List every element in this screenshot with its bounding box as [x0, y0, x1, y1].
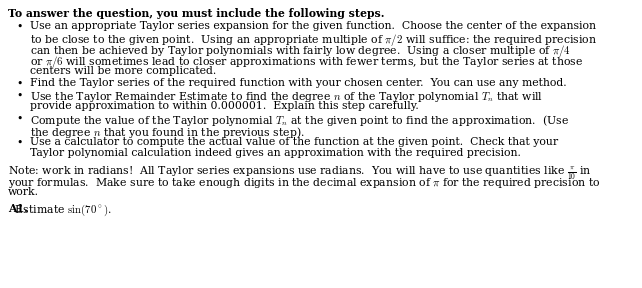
Text: Use a calculator to compute the actual value of the function at the given point.: Use a calculator to compute the actual v…	[30, 137, 558, 147]
Text: Estimate $\sin(70^\circ)$.: Estimate $\sin(70^\circ)$.	[8, 203, 112, 218]
Text: provide approximation to within 0.000001.  Explain this step carefully.: provide approximation to within 0.000001…	[30, 101, 419, 111]
Text: to be close to the given point.  Using an appropriate multiple of $\pi/2$ will s: to be close to the given point. Using an…	[30, 32, 597, 48]
Text: or $\pi/6$ will sometimes lead to closer approximations with fewer terms, but th: or $\pi/6$ will sometimes lead to closer…	[30, 54, 583, 71]
Text: A1.: A1.	[8, 203, 28, 214]
Text: Use the Taylor Remainder Estimate to find the degree $n$ of the Taylor polynomia: Use the Taylor Remainder Estimate to fin…	[30, 90, 543, 104]
Text: •: •	[16, 91, 22, 101]
Text: the degree $n$ that you found in the previous step).: the degree $n$ that you found in the pre…	[30, 125, 305, 140]
Text: Note: work in radians!  All Taylor series expansions use radians.  You will have: Note: work in radians! All Taylor series…	[8, 165, 592, 182]
Text: •: •	[16, 114, 22, 124]
Text: Find the Taylor series of the required function with your chosen center.  You ca: Find the Taylor series of the required f…	[30, 78, 567, 88]
Text: Use an appropriate Taylor series expansion for the given function.  Choose the c: Use an appropriate Taylor series expansi…	[30, 21, 596, 31]
Text: •: •	[16, 137, 22, 147]
Text: your formulas.  Make sure to take enough digits in the decimal expansion of $\pi: your formulas. Make sure to take enough …	[8, 176, 600, 190]
Text: •: •	[16, 21, 22, 31]
Text: centers will be more complicated.: centers will be more complicated.	[30, 66, 216, 76]
Text: To answer the question, you must include the following steps.: To answer the question, you must include…	[8, 8, 385, 19]
Text: work.: work.	[8, 187, 39, 197]
Text: Taylor polynomial calculation indeed gives an approximation with the required pr: Taylor polynomial calculation indeed giv…	[30, 148, 521, 158]
Text: Compute the value of the Taylor polynomial $T_n$ at the given point to find the : Compute the value of the Taylor polynomi…	[30, 113, 569, 128]
Text: •: •	[16, 78, 22, 88]
Text: can then be achieved by Taylor polynomials with fairly low degree.  Using a clos: can then be achieved by Taylor polynomia…	[30, 43, 571, 59]
